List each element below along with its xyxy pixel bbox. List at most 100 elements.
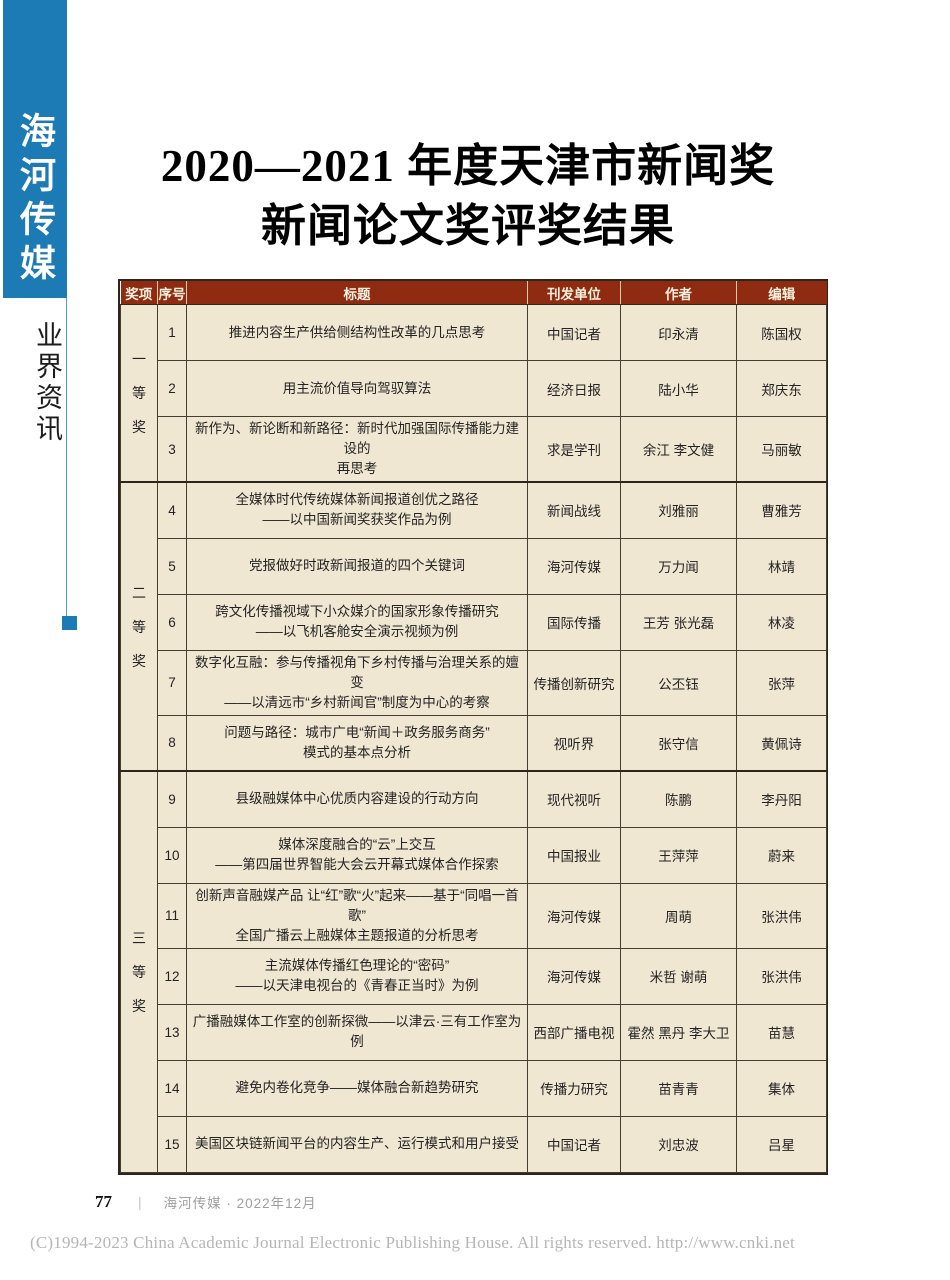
cell-author: 陈鹏 xyxy=(620,770,737,828)
cell-author: 刘忠波 xyxy=(620,1115,737,1173)
cell-editor: 张萍 xyxy=(736,649,827,716)
cell-editor: 集体 xyxy=(736,1059,827,1117)
header-title: 标题 xyxy=(186,281,528,305)
cell-publisher: 海河传媒 xyxy=(527,947,621,1005)
section-vertical-text: 业界资讯 xyxy=(32,321,62,445)
table-row: 10 媒体深度融合的“云”上交互 ——第四届世界智能大会云开幕式媒体合作探索 中国报… xyxy=(121,826,827,884)
cell-title: 媒体深度融合的“云”上交互 ——第四届世界智能大会云开幕式媒体合作探索 xyxy=(186,826,528,884)
cell-title: 美国区块链新闻平台的内容生产、运行模式和用户接受 xyxy=(186,1115,528,1173)
cell-editor: 林凌 xyxy=(736,593,827,651)
table-row: 二等奖 4 全媒体时代传统媒体新闻报道创优之路径 ——以中国新闻奖获奖作品为例 新闻战… xyxy=(120,481,827,772)
cell-title: 用主流价值导向驾驭算法 xyxy=(186,360,528,417)
brand-vertical-text: 海河传媒 xyxy=(15,112,55,288)
table-row: 三等奖 9 县级融媒体中心优质内容建设的行动方向 现代视听 陈鹏 李丹阳 xyxy=(120,770,827,1173)
table-header-row: 奖项 序号 标题 刊发单位 作者 编辑 xyxy=(120,281,827,305)
cell-publisher: 经济日报 xyxy=(527,360,621,417)
award-tier-cell: 三等奖 xyxy=(120,770,158,1173)
cell-title: 跨文化传播视域下小众媒介的国家形象传播研究 ——以飞机客舱安全演示视频为例 xyxy=(186,593,528,651)
award-tier-cell: 二等奖 xyxy=(120,481,158,772)
cell-publisher: 中国记者 xyxy=(527,304,621,361)
cell-editor: 曹雅芳 xyxy=(736,481,827,539)
cell-no: 7 xyxy=(157,649,187,716)
cell-publisher: 海河传媒 xyxy=(527,537,621,595)
cell-author: 公丕钰 xyxy=(620,649,737,716)
cell-editor: 蔚来 xyxy=(736,826,827,884)
cell-no: 9 xyxy=(157,770,187,828)
cell-publisher: 传播力研究 xyxy=(527,1059,621,1117)
cell-no: 1 xyxy=(157,304,187,361)
header-award: 奖项 xyxy=(120,281,158,305)
award-tier-cell: 一等奖 xyxy=(120,304,158,483)
cell-publisher: 现代视听 xyxy=(527,770,621,828)
cell-publisher: 视听界 xyxy=(527,714,621,772)
cell-title: 避免内卷化竞争——媒体融合新趋势研究 xyxy=(186,1059,528,1117)
table-row: 3 新作为、新论断和新路径：新时代加强国际传播能力建设的 再思考 求是学刊 余江 李文… xyxy=(121,416,827,483)
sidebar-end-square xyxy=(62,616,77,630)
table-row: 7 数字化互融：参与传播视角下乡村传播与治理关系的嬗变 ——以清远市“乡村新闻官”… xyxy=(121,649,827,716)
cell-publisher: 中国记者 xyxy=(527,1115,621,1173)
cell-author: 张守信 xyxy=(620,714,737,772)
cell-author: 苗青青 xyxy=(620,1059,737,1117)
cell-no: 4 xyxy=(157,481,187,539)
table-row: 12 主流媒体传播红色理论的“密码” ——以天津电视台的《青春正当时》为例 海河传媒… xyxy=(121,947,827,1005)
cell-no: 8 xyxy=(157,714,187,772)
cell-no: 10 xyxy=(157,826,187,884)
page-footer: 77 | 海河传媒 · 2022年12月 xyxy=(95,1192,317,1212)
cell-publisher: 国际传播 xyxy=(527,593,621,651)
table-row: 6 跨文化传播视域下小众媒介的国家形象传播研究 ——以飞机客舱安全演示视频为例 国际… xyxy=(121,593,827,651)
cell-author: 米哲 谢萌 xyxy=(620,947,737,1005)
cell-author: 万力闻 xyxy=(620,537,737,595)
page-number: 77 xyxy=(95,1192,112,1211)
cell-title: 问题与路径：城市广电“新闻＋政务服务商务” 模式的基本点分析 xyxy=(186,714,528,772)
cell-title: 县级融媒体中心优质内容建设的行动方向 xyxy=(186,770,528,828)
cell-no: 6 xyxy=(157,593,187,651)
table-row: 8 问题与路径：城市广电“新闻＋政务服务商务” 模式的基本点分析 视听界 张守信 黄佩诗 xyxy=(121,714,827,772)
table-row: 5 党报做好时政新闻报道的四个关键词 海河传媒 万力闻 林靖 xyxy=(121,537,827,595)
cell-no: 2 xyxy=(157,360,187,417)
awards-table: 奖项 序号 标题 刊发单位 作者 编辑 一等奖 1 推进内容生产供给侧结构性改革的几… xyxy=(118,279,828,1175)
cell-editor: 郑庆东 xyxy=(736,360,827,417)
cell-author: 霍然 黑丹 李大卫 xyxy=(620,1003,737,1061)
cell-author: 周萌 xyxy=(620,882,737,949)
cell-editor: 苗慧 xyxy=(736,1003,827,1061)
cell-editor: 马丽敏 xyxy=(736,416,827,483)
table-row: 一等奖 1 推进内容生产供给侧结构性改革的几点思考 中国记者 印永清 陈国权 xyxy=(120,304,827,483)
awards-table-body: 一等奖 1 推进内容生产供给侧结构性改革的几点思考 中国记者 印永清 陈国权 2 用主流价值导… xyxy=(120,304,827,1173)
header-author: 作者 xyxy=(620,281,737,305)
page-title: 2020—2021 年度天津市新闻奖 新闻论文奖评奖结果 xyxy=(60,136,876,256)
cell-publisher: 中国报业 xyxy=(527,826,621,884)
cell-no: 12 xyxy=(157,947,187,1005)
brand-block: 海河传媒 xyxy=(3,0,67,298)
cell-title: 全媒体时代传统媒体新闻报道创优之路径 ——以中国新闻奖获奖作品为例 xyxy=(186,481,528,539)
cell-title: 党报做好时政新闻报道的四个关键词 xyxy=(186,537,528,595)
cell-editor: 林靖 xyxy=(736,537,827,595)
cell-publisher: 传播创新研究 xyxy=(527,649,621,716)
cell-no: 11 xyxy=(157,882,187,949)
cell-editor: 黄佩诗 xyxy=(736,714,827,772)
cell-author: 陆小华 xyxy=(620,360,737,417)
cell-no: 3 xyxy=(157,416,187,483)
sidebar-divider-line xyxy=(66,298,67,616)
cell-editor: 陈国权 xyxy=(736,304,827,361)
cell-title: 主流媒体传播红色理论的“密码” ——以天津电视台的《青春正当时》为例 xyxy=(186,947,528,1005)
cell-title: 广播融媒体工作室的创新探微——以津云·三有工作室为例 xyxy=(186,1003,528,1061)
cell-title: 推进内容生产供给侧结构性改革的几点思考 xyxy=(186,304,528,361)
page-title-line1: 2020—2021 年度天津市新闻奖 xyxy=(160,141,776,191)
cell-title: 数字化互融：参与传播视角下乡村传播与治理关系的嬗变 ——以清远市“乡村新闻官”制… xyxy=(186,649,528,716)
table-row: 2 用主流价值导向驾驭算法 经济日报 陆小华 郑庆东 xyxy=(121,360,827,417)
copyright-line: (C)1994-2023 China Academic Journal Elec… xyxy=(30,1233,795,1252)
cell-author: 印永清 xyxy=(620,304,737,361)
cell-no: 15 xyxy=(157,1115,187,1173)
table-row: 15 美国区块链新闻平台的内容生产、运行模式和用户接受 中国记者 刘忠波 吕星 xyxy=(121,1115,827,1173)
footer-separator: | xyxy=(138,1194,142,1210)
cell-editor: 吕星 xyxy=(736,1115,827,1173)
cell-no: 5 xyxy=(157,537,187,595)
cell-author: 王芳 张光磊 xyxy=(620,593,737,651)
journal-issue-line: 海河传媒 · 2022年12月 xyxy=(163,1196,317,1211)
header-publisher: 刊发单位 xyxy=(527,281,621,305)
cell-publisher: 西部广播电视 xyxy=(527,1003,621,1061)
cell-title: 新作为、新论断和新路径：新时代加强国际传播能力建设的 再思考 xyxy=(186,416,528,483)
cell-author: 刘雅丽 xyxy=(620,481,737,539)
table-row: 14 避免内卷化竞争——媒体融合新趋势研究 传播力研究 苗青青 集体 xyxy=(121,1059,827,1117)
